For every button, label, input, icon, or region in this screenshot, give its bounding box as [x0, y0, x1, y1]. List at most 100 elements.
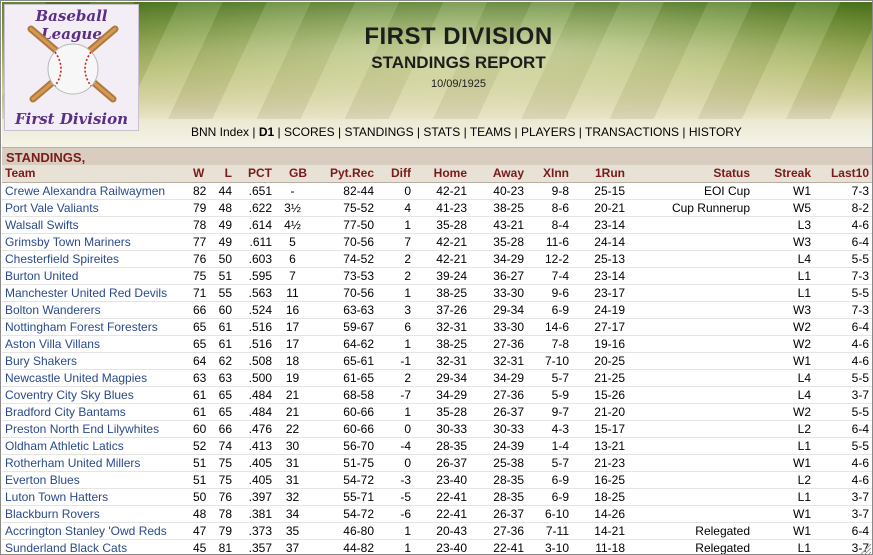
league-logo[interactable]: Baseball League First Division [4, 4, 139, 131]
team-link[interactable]: Bury Shakers [5, 353, 78, 368]
column-header-gb[interactable]: GB [275, 165, 310, 183]
team-link[interactable]: Nottingham Forest Foresters [5, 319, 158, 334]
cell-pyt-rec: 63-63 [343, 302, 374, 317]
cell-pct: .357 [248, 540, 272, 555]
nav-scores[interactable]: SCORES [283, 125, 335, 139]
cell-away: 32-31 [493, 353, 524, 368]
team-link[interactable]: Rotherham United Millers [5, 455, 141, 470]
cell-away: 25-38 [493, 455, 524, 470]
nav-transactions[interactable]: TRANSACTIONS [585, 125, 680, 139]
cell-w: 66 [193, 302, 207, 317]
nav-bnn-index[interactable]: BNN Index [191, 125, 250, 139]
standings-table-body: Crewe Alexandra Railwaymen 82 44 .651 - 82-44… [2, 182, 872, 555]
column-header-pct[interactable]: PCT [235, 165, 275, 183]
column-header-team[interactable]: Team [2, 165, 190, 183]
header-banner [2, 2, 872, 123]
cell-away: 33-30 [493, 285, 524, 300]
cell-l: 62 [218, 353, 232, 368]
cell-gb: 35 [285, 523, 300, 538]
cell-diff: 1 [404, 540, 411, 555]
cell-1run: 21-23 [594, 455, 625, 470]
team-link[interactable]: Preston North End Lilywhites [5, 421, 160, 436]
cell-pyt-rec: 59-67 [343, 319, 374, 334]
team-link[interactable]: Coventry City Sky Blues [5, 387, 134, 402]
cell-away: 34-29 [493, 251, 524, 266]
column-header-xinn[interactable]: XInn [527, 165, 572, 183]
team-link[interactable]: Manchester United Red Devils [5, 285, 168, 300]
nav-stats[interactable]: STATS [423, 125, 461, 139]
team-link[interactable]: Crewe Alexandra Railwaymen [5, 183, 166, 198]
nav-d1[interactable]: D1 [258, 125, 275, 139]
section-title: STANDINGS, [6, 150, 86, 165]
cell-w: 45 [193, 540, 207, 555]
nav-history[interactable]: HISTORY [688, 125, 742, 139]
cell-pct: .484 [248, 404, 272, 419]
table-row: Grimsby Town Mariners 77 49 .611 5 70-56 7 42-2… [2, 233, 872, 250]
cell-streak: W3 [793, 234, 811, 249]
cell-home: 42-21 [436, 234, 467, 249]
cell-w: 60 [193, 421, 207, 436]
team-link[interactable]: Newcastle United Magpies [5, 370, 148, 385]
table-row: Crewe Alexandra Railwaymen 82 44 .651 - 82-44… [2, 182, 872, 199]
cell-streak: W5 [793, 200, 811, 215]
cell-1run: 24-14 [594, 234, 625, 249]
column-header-w[interactable]: W [190, 165, 207, 183]
cell-pct: .413 [248, 438, 272, 453]
cell-home: 32-31 [436, 319, 467, 334]
cell-status [628, 318, 753, 335]
team-link[interactable]: Accrington Stanley 'Owd Reds [5, 523, 167, 538]
team-link[interactable]: Luton Town Hatters [5, 489, 109, 504]
team-link[interactable]: Aston Villa Villans [5, 336, 100, 351]
team-link[interactable]: Bradford City Bantams [5, 404, 126, 419]
team-link[interactable]: Port Vale Valiants [5, 200, 99, 215]
cell-status: EOI Cup [703, 183, 750, 198]
table-row: Chesterfield Spireites 76 50 .603 6 74-52 2 42-… [2, 250, 872, 267]
cell-w: 65 [193, 319, 207, 334]
resize-grip-icon[interactable] [858, 541, 872, 554]
cell-away: 27-36 [493, 387, 524, 402]
cell-xinn: 7-10 [544, 353, 569, 368]
cell-pyt-rec: 54-72 [343, 472, 374, 487]
header-fade [2, 2, 872, 123]
column-header-away[interactable]: Away [470, 165, 527, 183]
cell-pyt-rec: 75-52 [343, 200, 374, 215]
nav-teams[interactable]: TEAMS [469, 125, 512, 139]
cell-last10: 7-3 [851, 302, 869, 317]
cell-away: 29-34 [493, 302, 524, 317]
cell-last10: 4-6 [851, 353, 869, 368]
cell-streak: L1 [797, 268, 811, 283]
team-link[interactable]: Blackburn Rovers [5, 506, 100, 521]
team-link[interactable]: Walsall Swifts [5, 217, 79, 232]
column-header-status[interactable]: Status [628, 165, 753, 183]
cell-last10: 4-6 [851, 336, 869, 351]
team-link[interactable]: Everton Blues [5, 472, 80, 487]
cell-l: 74 [218, 438, 232, 453]
column-header-pyt-rec[interactable]: Pyt.Rec [310, 165, 377, 183]
cell-last10: 5-5 [851, 370, 869, 385]
cell-l: 75 [218, 472, 232, 487]
cell-gb: 31 [285, 455, 300, 470]
nav-players[interactable]: PLAYERS [520, 125, 576, 139]
team-link[interactable]: Oldham Athletic Latics [5, 438, 124, 453]
team-link[interactable]: Grimsby Town Mariners [5, 234, 131, 249]
team-link[interactable]: Bolton Wanderers [5, 302, 101, 317]
cell-gb: - [290, 183, 295, 198]
column-header-streak[interactable]: Streak [753, 165, 814, 183]
cell-last10: 3-7 [851, 489, 869, 504]
table-row: Bolton Wanderers 66 60 .524 16 63-63 3 37-26 29-… [2, 301, 872, 318]
team-link[interactable]: Chesterfield Spireites [5, 251, 120, 266]
column-header-last10[interactable]: Last10 [814, 165, 872, 183]
column-header-diff[interactable]: Diff [377, 165, 414, 183]
column-header-l[interactable]: L [207, 165, 235, 183]
team-link[interactable]: Sunderland Black Cats [5, 540, 128, 555]
baseball-bats-icon [27, 25, 119, 103]
cell-streak: L1 [797, 438, 811, 453]
cell-l: 76 [218, 489, 232, 504]
team-link[interactable]: Burton United [5, 268, 79, 283]
cell-pct: .622 [248, 200, 272, 215]
nav-standings[interactable]: STANDINGS [344, 125, 414, 139]
cell-l: 66 [218, 421, 232, 436]
column-header-home[interactable]: Home [414, 165, 470, 183]
column-header-1run[interactable]: 1Run [572, 165, 628, 183]
